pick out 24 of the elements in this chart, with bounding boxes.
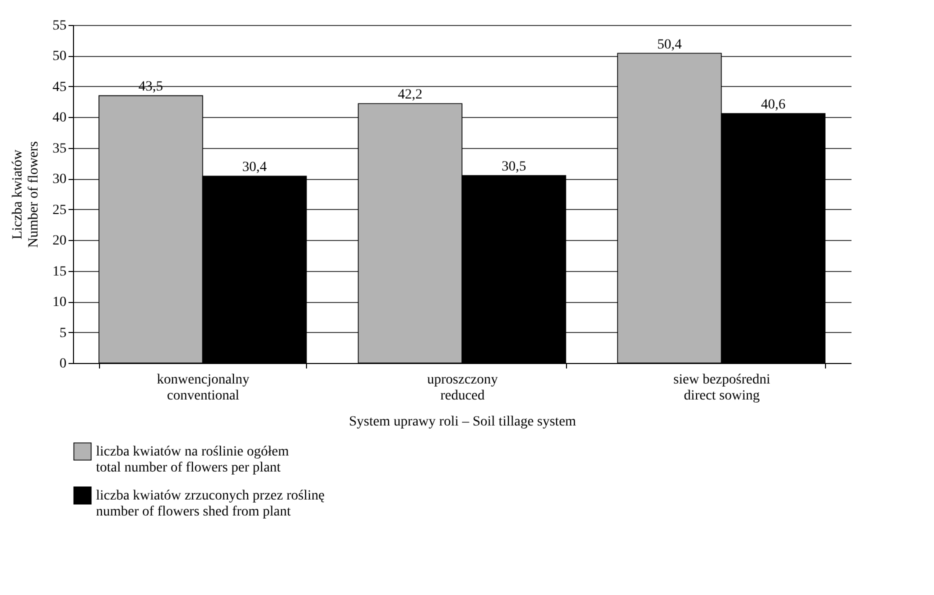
y-tick-label: 25 [52,202,66,218]
x-axis-title: System uprawy roli – Soil tillage system [348,414,576,430]
legend-label: liczba kwiatów na roślinie ogółem total number of flowers per plant [96,444,289,476]
y-axis-title: Liczba kwiatów Number of flowers [10,141,42,248]
x-tick-label: siew bezpośredni direct sowing [673,372,770,404]
y-tick-label: 15 [52,264,66,280]
y-tick-label: 0 [60,356,66,372]
y-tick-label: 35 [52,141,66,156]
data-label: 30,4 [242,160,267,176]
y-tick-label: 55 [52,18,66,34]
data-label: 30,5 [502,160,526,175]
y-tick-label: 10 [52,295,66,310]
y-tick-label: 50 [52,49,66,64]
data-label: 50,4 [657,37,682,52]
legend-label: liczba kwiatów zrzuconych przez roślinę number of flowers shed from plant [96,488,325,520]
y-tick-label: 45 [52,80,66,95]
y-tick-label: 20 [52,234,66,249]
x-tick-label: konwencjonalny conventional [156,372,250,404]
y-tick-label: 5 [60,326,66,341]
x-tick-label: uproszczony reduced [427,372,498,404]
data-label: 40,6 [760,97,786,112]
y-tick-label: 30 [52,172,66,188]
data-label: 42,2 [398,88,422,103]
y-tick-label: 40 [52,110,66,126]
